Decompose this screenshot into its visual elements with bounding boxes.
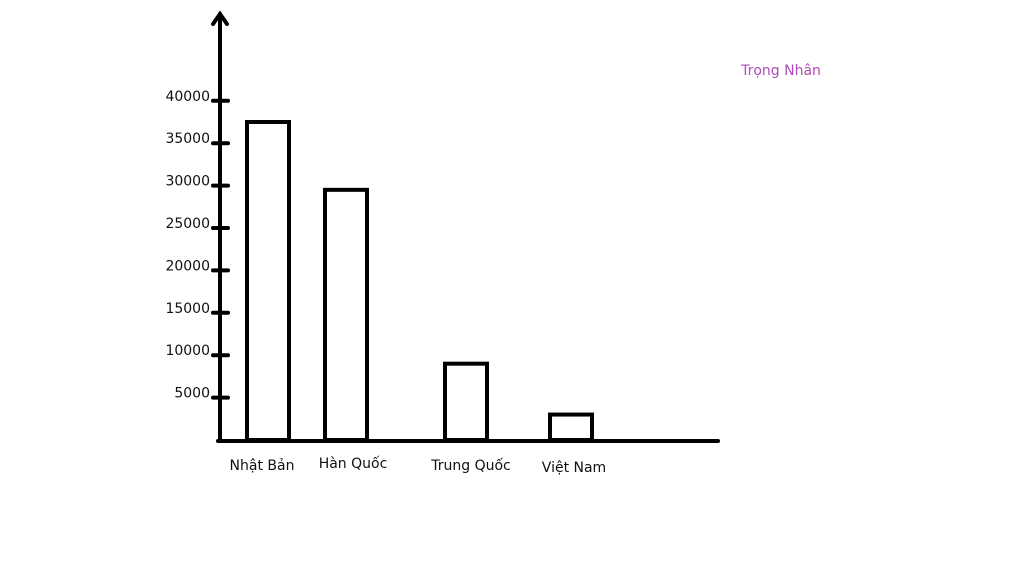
- y-tick-label: 35000: [165, 131, 210, 147]
- annotation: Trọng Nhân: [740, 63, 821, 79]
- y-tick-label: 5000: [174, 386, 210, 402]
- x-tick-label: Nhật Bản: [230, 458, 295, 474]
- y-tick-label: 30000: [165, 174, 210, 190]
- bar: [548, 412, 594, 442]
- bar: [245, 120, 291, 442]
- y-tick-label: 40000: [165, 89, 210, 105]
- x-tick-label: Việt Nam: [542, 460, 606, 476]
- bar: [443, 361, 489, 442]
- x-tick-label: Trung Quốc: [430, 457, 511, 474]
- y-tick-label: 25000: [165, 216, 210, 232]
- y-tick-label: 15000: [165, 301, 210, 317]
- y-tick-label: 10000: [165, 343, 210, 359]
- bar: [323, 187, 369, 442]
- y-tick-label: 20000: [165, 258, 210, 274]
- x-tick-label: Hàn Quốc: [319, 455, 388, 472]
